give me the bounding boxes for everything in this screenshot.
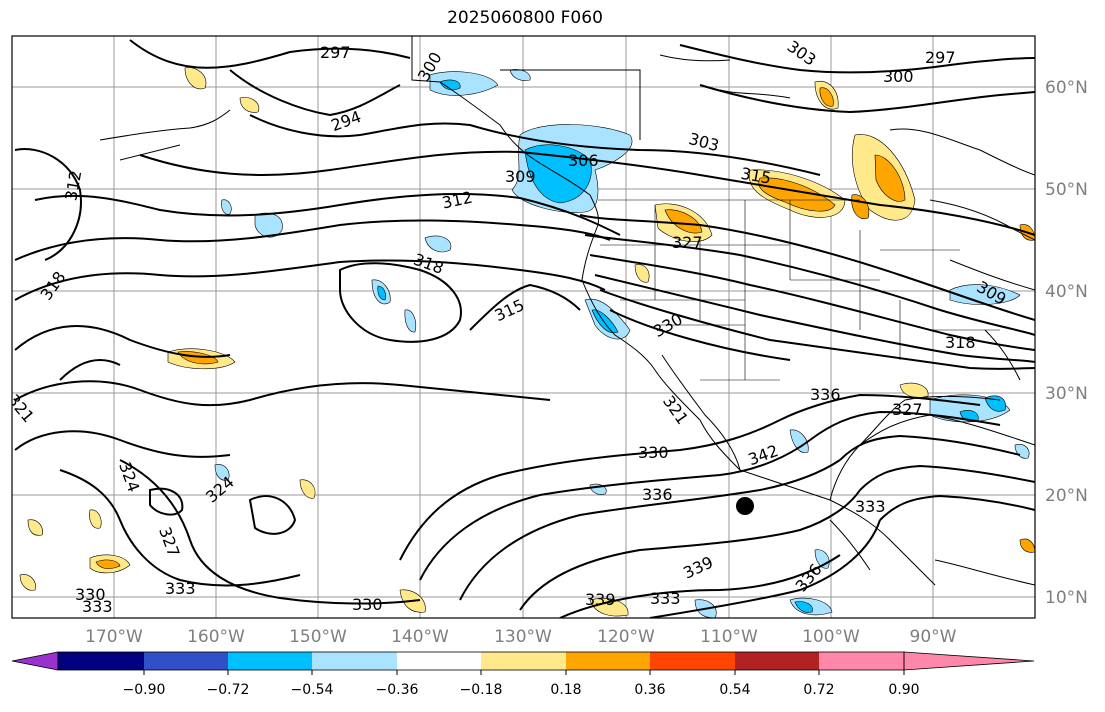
contour-label: 336: [810, 385, 841, 404]
contour-label: 330: [75, 585, 106, 604]
colorbar-segment: [144, 652, 228, 670]
colorbar-segment: [397, 652, 481, 670]
colorbar-segment: [650, 652, 735, 670]
contour-label: 333: [82, 597, 113, 616]
contour-label: 339: [585, 590, 616, 609]
colorbar-segment: [566, 652, 650, 670]
lon-label: 170°W: [85, 627, 143, 647]
lon-label: 150°W: [289, 627, 347, 647]
contour-label: 309: [505, 167, 536, 186]
contour-label: 297: [925, 48, 956, 67]
lon-label: 100°W: [802, 627, 860, 647]
state-borders: [598, 199, 1000, 381]
colorbar-tick-label: 0.72: [803, 682, 834, 698]
height-contours: [14, 39, 1035, 618]
lon-label: 130°W: [494, 627, 552, 647]
lat-label: 10°N: [1045, 588, 1088, 608]
contour-label: 327: [672, 233, 703, 252]
contour-label: 333: [650, 589, 681, 608]
contour-label: 330: [638, 443, 669, 462]
contour-label: 330: [352, 595, 383, 614]
coastlines: [99, 36, 1035, 586]
colorbar-tick-label: 0.54: [719, 682, 750, 698]
colorbar-segment: [228, 652, 312, 670]
contour-label: 336: [642, 485, 673, 504]
colorbar-tick-label: −0.90: [123, 682, 166, 698]
colorbar-tick-label: −0.54: [291, 682, 334, 698]
colorbar-segment: [58, 652, 144, 670]
colorbar-segment: [819, 652, 904, 670]
lat-label: 60°N: [1045, 78, 1088, 98]
map-title: 2025060800 F060: [447, 8, 603, 28]
map-frame: [11, 35, 1036, 619]
contour-label: 333: [855, 497, 886, 516]
contour-label: 297: [320, 43, 351, 62]
colorbar-segment: [481, 652, 566, 670]
contour-label: 327: [892, 400, 923, 419]
lon-label: 140°W: [391, 627, 449, 647]
lat-label: 20°N: [1045, 486, 1088, 506]
colorbar-tick-label: −0.72: [207, 682, 250, 698]
colorbar-tick-label: 0.18: [550, 682, 581, 698]
lon-label: 90°W: [910, 627, 957, 647]
colorbar-tick-label: 0.36: [634, 682, 665, 698]
contour-label: 300: [883, 67, 914, 86]
lat-label: 30°N: [1045, 384, 1088, 404]
colorbar-segment: [312, 652, 397, 670]
lat-label: 50°N: [1045, 180, 1088, 200]
map-content: 297 300 303 297 300 294 303 306 309 312 …: [12, 36, 1035, 618]
location-marker: [736, 497, 754, 515]
colorbar: −0.90 −0.72 −0.54 −0.36 −0.18 0.18 0.36 …: [11, 651, 1035, 698]
lon-label: 120°W: [597, 627, 655, 647]
contour-label: 318: [945, 333, 976, 352]
contour-label: 333: [165, 579, 196, 598]
colorbar-tick-label: −0.18: [460, 682, 503, 698]
colorbar-extend-left: [11, 651, 59, 671]
lon-axis: 170°W 160°W 150°W 140°W 130°W 120°W 110°…: [85, 627, 957, 647]
colorbar-extend-right: [903, 651, 1035, 671]
contour-label: 306: [568, 151, 599, 170]
lat-axis: 60°N 50°N 40°N 30°N 20°N 10°N: [1045, 78, 1088, 608]
colorbar-tick-label: 0.90: [888, 682, 919, 698]
colorbar-tick-label: −0.36: [376, 682, 419, 698]
colorbar-segment: [735, 652, 819, 670]
lat-label: 40°N: [1045, 282, 1088, 302]
lon-label: 160°W: [187, 627, 245, 647]
lon-label: 110°W: [700, 627, 758, 647]
